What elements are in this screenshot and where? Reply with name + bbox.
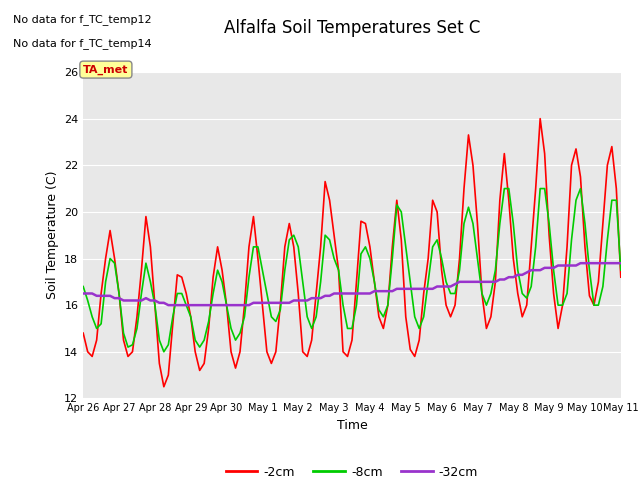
Text: TA_met: TA_met xyxy=(83,64,129,75)
-2cm xyxy=(209,274,217,280)
-2cm xyxy=(160,384,168,390)
Text: No data for f_TC_temp14: No data for f_TC_temp14 xyxy=(13,38,152,49)
-8cm xyxy=(420,314,428,320)
Line: -32cm: -32cm xyxy=(83,263,621,305)
Line: -8cm: -8cm xyxy=(83,189,621,352)
-8cm xyxy=(590,302,598,308)
-32cm xyxy=(79,290,87,296)
-32cm xyxy=(590,260,598,266)
-2cm xyxy=(617,274,625,280)
-8cm xyxy=(209,290,217,296)
Legend: -2cm, -8cm, -32cm: -2cm, -8cm, -32cm xyxy=(221,460,483,480)
-32cm xyxy=(209,302,217,308)
-8cm xyxy=(160,349,168,355)
-8cm xyxy=(312,314,320,320)
-32cm xyxy=(133,298,141,303)
-8cm xyxy=(79,284,87,289)
-2cm xyxy=(79,330,87,336)
-8cm xyxy=(500,186,508,192)
X-axis label: Time: Time xyxy=(337,419,367,432)
-32cm xyxy=(312,295,320,301)
-2cm xyxy=(312,290,320,296)
-2cm xyxy=(590,302,598,308)
Y-axis label: Soil Temperature (C): Soil Temperature (C) xyxy=(45,171,58,300)
Line: -2cm: -2cm xyxy=(83,119,621,387)
-8cm xyxy=(447,290,454,296)
-32cm xyxy=(577,260,584,266)
-8cm xyxy=(133,325,141,331)
-2cm xyxy=(133,314,141,320)
-2cm xyxy=(447,314,454,320)
-32cm xyxy=(617,260,625,266)
-2cm xyxy=(420,290,428,296)
Text: No data for f_TC_temp12: No data for f_TC_temp12 xyxy=(13,14,152,25)
-8cm xyxy=(617,267,625,273)
-32cm xyxy=(164,302,172,308)
-2cm xyxy=(536,116,544,121)
-32cm xyxy=(447,284,454,289)
Text: Alfalfa Soil Temperatures Set C: Alfalfa Soil Temperatures Set C xyxy=(224,19,480,37)
-32cm xyxy=(420,286,428,292)
